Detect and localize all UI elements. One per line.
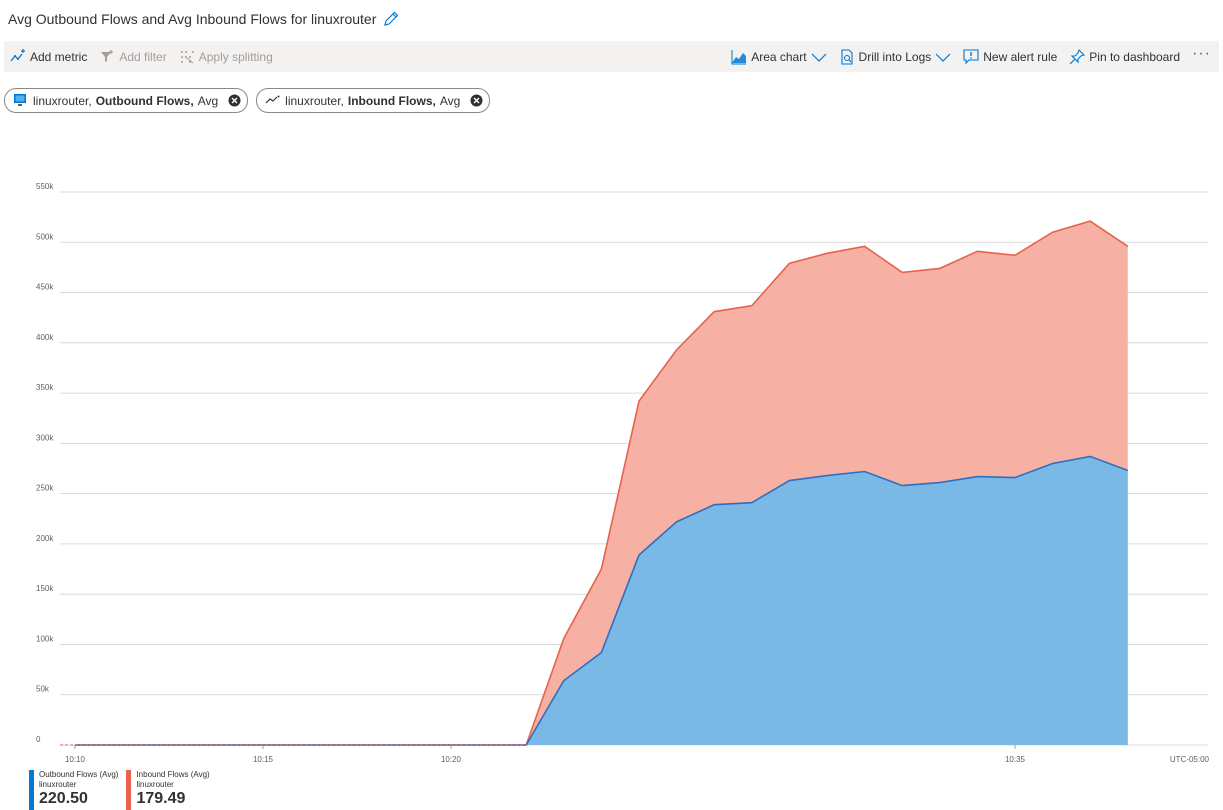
chevron-down-icon [935,49,951,65]
timezone-label: UTC-05:00 [1170,755,1210,764]
chart-title: Avg Outbound Flows and Avg Inbound Flows… [8,11,377,27]
area-chart-icon [731,49,747,65]
add-filter-button[interactable]: Add filter [93,41,172,72]
y-tick-label: 150k [36,584,54,593]
legend-resource: linuxrouter [39,780,77,789]
monitor-icon [13,93,29,109]
pill-resource: linuxrouter, [285,93,344,108]
legend-value: 179.49 [136,790,186,807]
y-tick-label: 50k [36,685,50,694]
chart-type-dropdown[interactable]: Area chart [725,41,832,72]
y-tick-label: 0 [36,735,41,744]
metric-pill-inbound[interactable]: linuxrouter, Inbound Flows, Avg [256,88,491,113]
legend-item-inbound[interactable]: Inbound Flows (Avg) linuxrouter 179.49 [126,770,210,810]
close-icon[interactable] [228,94,241,107]
x-tick-label: 10:10 [65,755,86,764]
filter-icon [99,49,115,65]
y-tick-label: 500k [36,232,54,241]
chevron-down-icon [811,49,827,65]
pill-aggregation: Avg [439,93,461,108]
close-icon[interactable] [470,94,483,107]
splitting-icon [179,49,195,65]
pill-aggregation: Avg [197,93,219,108]
drill-into-logs-dropdown[interactable]: Drill into Logs [833,41,958,72]
legend-resource: linuxrouter [136,780,174,789]
add-metric-icon [10,48,26,65]
legend-value: 220.50 [39,790,88,807]
alert-icon [963,48,979,65]
metric-pills: linuxrouter, Outbound Flows, Avg linuxro… [4,88,491,113]
apply-splitting-label: Apply splitting [198,49,273,64]
pill-metric: Inbound Flows, [347,93,436,108]
chart-title-row: Avg Outbound Flows and Avg Inbound Flows… [8,8,400,30]
pill-metric: Outbound Flows, [95,93,194,108]
legend-color-bar [126,770,132,810]
y-tick-label: 250k [36,484,54,493]
add-metric-button[interactable]: Add metric [4,41,93,72]
legend-series-name: Inbound Flows (Avg) [136,770,210,779]
x-tick-label: 10:20 [441,755,462,764]
new-alert-rule-label: New alert rule [983,49,1058,64]
legend-series-name: Outbound Flows (Avg) [39,770,119,779]
y-tick-label: 300k [36,433,54,442]
y-tick-label: 450k [36,283,54,292]
y-tick-label: 200k [36,534,54,543]
y-tick-label: 400k [36,333,54,342]
more-options-button[interactable]: ··· [1192,44,1211,62]
y-tick-label: 550k [36,182,54,191]
line-chart-icon [265,93,281,109]
chart-toolbar: Add metric Add filter Apply splitting Ar… [4,41,1219,72]
series-area-outbound [75,456,1128,745]
legend-color-bar [29,770,34,810]
add-filter-label: Add filter [119,49,167,64]
area-chart[interactable]: 0 50k 100k 150k 200k 250k 300k 350k 400k 450k 500k… [0,120,1223,770]
x-tick-label: 10:15 [253,755,274,764]
apply-splitting-button[interactable]: Apply splitting [173,41,279,72]
pin-to-dashboard-button[interactable]: Pin to dashboard [1063,41,1186,72]
chart-type-label: Area chart [751,49,807,64]
legend-item-outbound[interactable]: Outbound Flows (Avg) linuxrouter 220.50 [29,770,118,810]
logs-icon [839,48,855,65]
chart-legend: Outbound Flows (Avg) linuxrouter 220.50 … [29,770,210,810]
pencil-icon[interactable] [382,10,400,28]
add-metric-label: Add metric [30,49,88,64]
metric-pill-outbound[interactable]: linuxrouter, Outbound Flows, Avg [4,88,249,113]
y-tick-label: 350k [36,383,54,392]
new-alert-rule-button[interactable]: New alert rule [957,41,1063,72]
pin-to-dashboard-label: Pin to dashboard [1089,49,1181,64]
pill-resource: linuxrouter, [33,93,92,108]
series-area-inbound [75,221,1128,745]
drill-into-logs-label: Drill into Logs [858,49,932,64]
x-tick-label: 10:35 [1005,755,1026,764]
y-tick-label: 100k [36,634,54,643]
pin-icon [1069,48,1086,65]
